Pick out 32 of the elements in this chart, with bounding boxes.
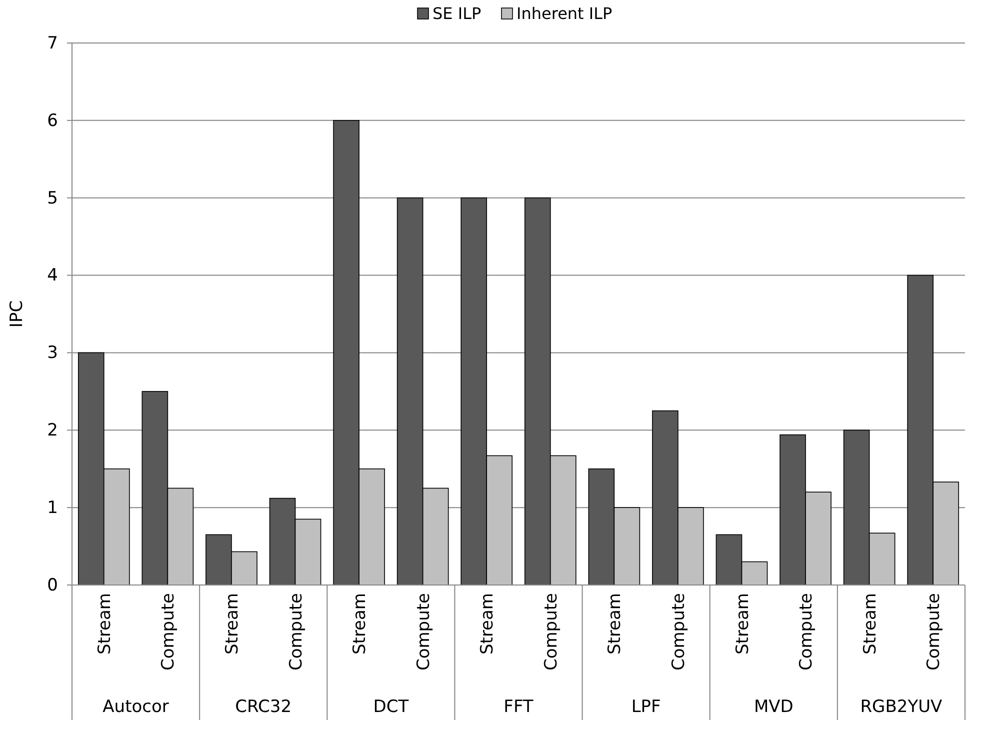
x-tick-label: Stream: [222, 593, 242, 655]
text: Autocor: [102, 697, 169, 717]
x-tick-label: Stream: [94, 593, 115, 655]
y-tick-label: 2: [47, 420, 58, 441]
x-tick-label: Stream: [350, 593, 370, 655]
y-tick-label: 7: [47, 33, 58, 54]
legend-label: SE ILP: [432, 4, 482, 23]
x-tick-label: Compute: [796, 593, 817, 671]
y-tick-label: 3: [47, 343, 58, 364]
x-tick-label: Stream: [860, 593, 880, 655]
legend-label: Inherent ILP: [516, 4, 613, 23]
x-tick-label: Stream: [732, 593, 753, 655]
x-tick-label: Compute: [541, 593, 562, 671]
y-axis-title: IPC: [7, 300, 27, 328]
y-tick-label: 4: [47, 266, 58, 286]
x-tick-label: Compute: [924, 593, 944, 671]
text: MVD: [754, 697, 794, 717]
text: CRC32: [235, 697, 292, 717]
y-tick-label: 1: [47, 498, 58, 518]
x-tick-label: Stream: [478, 593, 498, 655]
x-tick-label: Compute: [158, 593, 179, 671]
text: LPF: [631, 697, 661, 717]
text: DCT: [373, 697, 410, 717]
x-tick-label: Compute: [286, 593, 306, 671]
text: RGB2YUV: [860, 697, 943, 717]
y-tick-label: 6: [47, 110, 58, 131]
y-tick-label: 0: [47, 575, 58, 596]
x-tick-label: Compute: [414, 593, 434, 671]
x-tick-label: Stream: [605, 593, 626, 655]
x-tick-label: Compute: [668, 593, 689, 671]
y-tick-label: 5: [47, 188, 58, 208]
text: FFT: [504, 697, 534, 717]
